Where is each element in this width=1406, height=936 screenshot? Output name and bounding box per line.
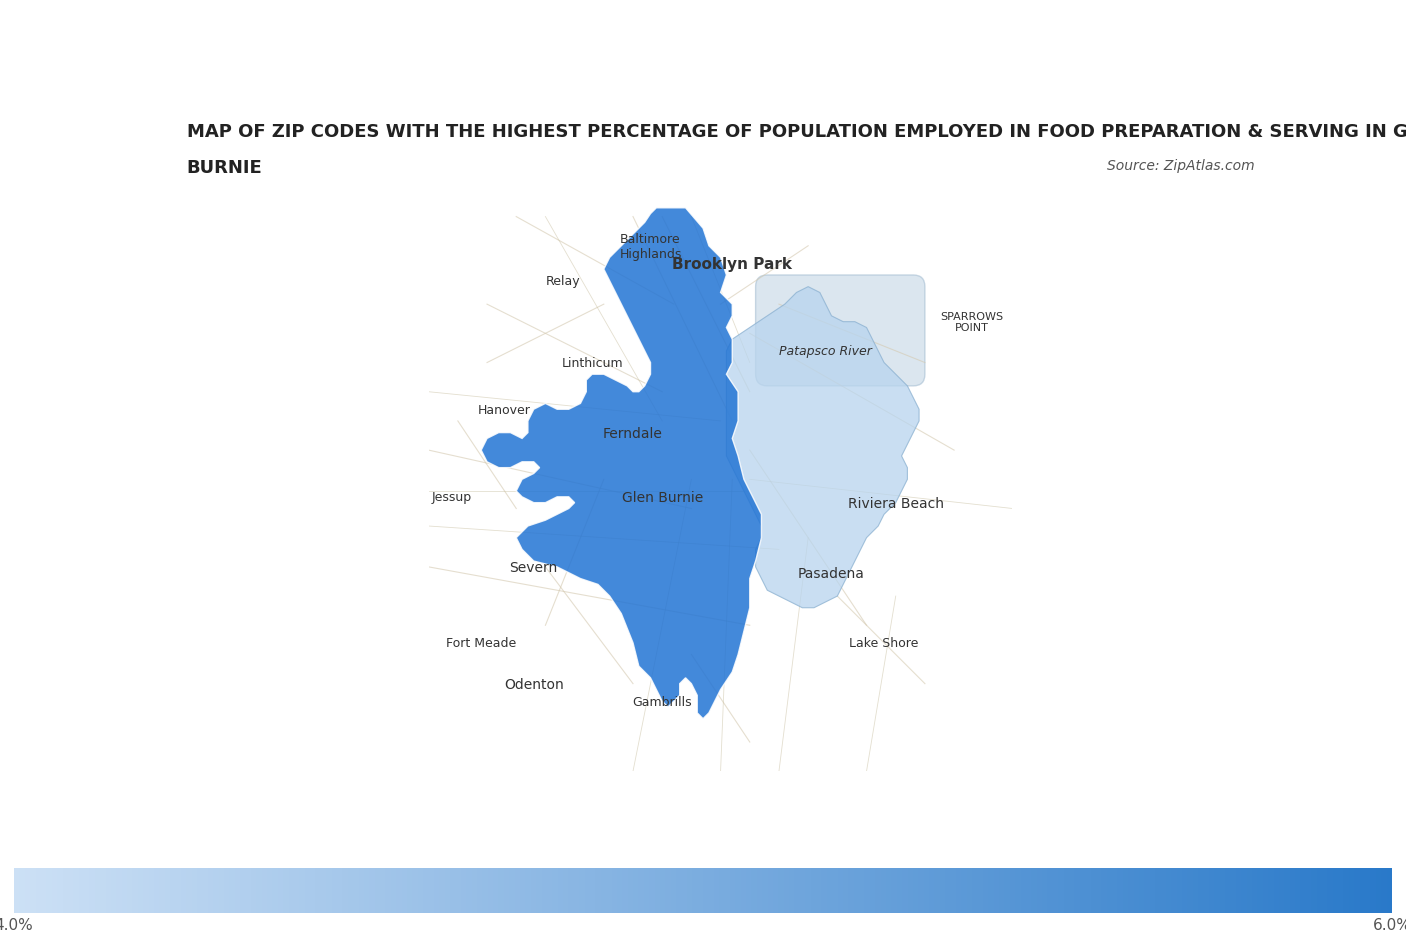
Text: MAP OF ZIP CODES WITH THE HIGHEST PERCENTAGE OF POPULATION EMPLOYED IN FOOD PREP: MAP OF ZIP CODES WITH THE HIGHEST PERCEN… <box>187 123 1406 141</box>
Text: Patapsco River: Patapsco River <box>779 345 872 358</box>
Text: Ferndale: Ferndale <box>603 426 664 440</box>
Text: BURNIE: BURNIE <box>187 158 263 177</box>
Text: Gambrills: Gambrills <box>633 695 692 708</box>
FancyBboxPatch shape <box>755 276 925 387</box>
Text: Fort Meade: Fort Meade <box>446 636 516 650</box>
Text: Lake Shore: Lake Shore <box>849 636 918 650</box>
Text: Brooklyn Park: Brooklyn Park <box>672 256 792 271</box>
Text: Baltimore
Highlands: Baltimore Highlands <box>619 232 682 260</box>
Text: Jessup: Jessup <box>432 490 472 504</box>
Text: Severn: Severn <box>509 561 558 575</box>
Text: Relay: Relay <box>546 275 581 288</box>
Text: Linthicum: Linthicum <box>561 357 623 370</box>
Text: Pasadena: Pasadena <box>799 566 865 580</box>
Text: Hanover: Hanover <box>478 403 531 417</box>
Text: Riviera Beach: Riviera Beach <box>848 496 943 510</box>
Polygon shape <box>727 287 920 608</box>
Text: Glen Burnie: Glen Burnie <box>621 490 703 505</box>
Polygon shape <box>481 209 762 719</box>
Text: Odenton: Odenton <box>503 677 564 691</box>
Text: SPARROWS
POINT: SPARROWS POINT <box>941 312 1004 333</box>
Text: Source: ZipAtlas.com: Source: ZipAtlas.com <box>1107 158 1254 172</box>
